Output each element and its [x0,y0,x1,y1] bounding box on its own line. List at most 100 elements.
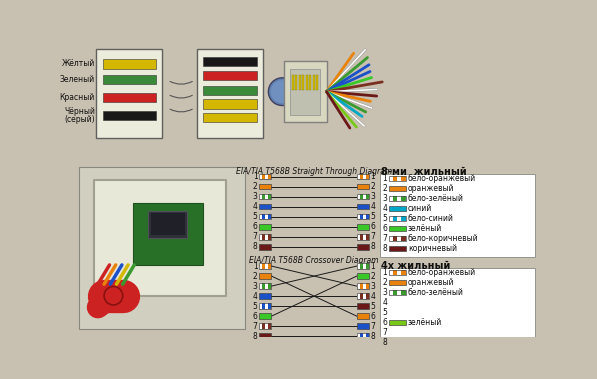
Text: бело-оранжевый: бело-оранжевый [408,268,476,277]
Text: зелёный: зелёный [408,224,442,233]
Text: 4: 4 [371,291,376,301]
Bar [259,263,272,269]
Bar [269,174,272,180]
Bar [295,75,297,90]
Bar [389,269,405,275]
Bar [393,269,397,275]
Text: EIA/TIA T568B Crossover Diagram: EIA/TIA T568B Crossover Diagram [250,257,379,265]
Text: 5: 5 [382,308,387,317]
Bar [357,184,369,190]
Bar [78,167,245,329]
Text: 5: 5 [253,212,257,221]
Bar [401,175,405,181]
Bar [259,313,272,319]
Bar [360,293,363,299]
Bar [357,224,369,230]
Bar [357,293,369,299]
Bar [389,290,405,295]
Bar [203,113,257,122]
Bar [262,304,265,309]
Bar [291,75,294,90]
Text: 2: 2 [382,184,387,193]
Bar [357,304,369,309]
Text: 3: 3 [371,282,376,291]
Bar [259,184,272,190]
Text: 4: 4 [382,204,387,213]
Bar [401,236,405,241]
Text: Зеленый: Зеленый [60,75,95,84]
Text: Красный: Красный [60,93,95,102]
Bar [259,234,272,240]
Bar [306,75,308,90]
Circle shape [269,78,296,105]
Bar [103,111,156,120]
Bar [269,304,272,309]
Bar [298,75,301,90]
Bar [357,174,369,180]
Bar [389,236,405,241]
Bar [357,334,369,339]
Bar [259,323,272,329]
Text: 1: 1 [382,174,387,183]
Text: 8: 8 [371,242,376,251]
Bar [366,194,369,199]
Bar [262,194,265,199]
Bar [366,234,369,240]
Text: 4: 4 [382,298,387,307]
Bar [389,216,405,221]
Bar [259,194,272,199]
Text: 3: 3 [382,194,387,203]
Text: 2: 2 [253,182,257,191]
Text: 6: 6 [382,224,387,233]
Bar [269,194,272,199]
Bar [389,175,405,181]
Bar [357,234,369,240]
Bar [103,75,156,84]
Text: Чёрный
(серый): Чёрный (серый) [64,107,95,124]
Bar [360,234,363,240]
Bar [366,214,369,219]
Bar [366,334,369,339]
Bar [389,196,405,201]
Text: 7: 7 [371,232,376,241]
Bar [302,75,304,90]
Bar [360,283,363,289]
Text: 1: 1 [371,172,376,181]
Text: 7: 7 [253,322,257,330]
Text: бело-коричневый: бело-коричневый [408,234,479,243]
Text: 3: 3 [253,282,257,291]
Bar [366,283,369,289]
Bar [133,203,202,265]
Bar [366,263,369,269]
Text: 4х жильный: 4х жильный [381,261,450,271]
Text: 2: 2 [371,182,376,191]
Text: оранжевый: оранжевый [408,278,454,287]
Text: 2: 2 [382,278,387,287]
Bar [389,196,405,201]
Bar [389,269,405,275]
Text: 6: 6 [253,222,257,231]
Bar [357,204,369,210]
Bar [259,273,272,279]
Bar [262,283,265,289]
Bar [389,175,405,181]
Text: бело-зелёный: бело-зелёный [408,194,464,203]
Text: 7: 7 [382,234,387,243]
Text: 5: 5 [371,302,376,311]
Bar [360,334,363,339]
Circle shape [270,80,294,103]
Text: 4: 4 [253,291,257,301]
Text: 1: 1 [382,268,387,277]
Text: бело-синий: бело-синий [408,214,454,223]
Bar [389,186,405,191]
Text: 6: 6 [371,312,376,321]
Bar [393,290,397,295]
Bar [203,99,257,109]
Bar [269,234,272,240]
Bar [357,214,369,219]
Bar [262,214,265,219]
Text: 7: 7 [382,328,387,337]
Bar [401,269,405,275]
Bar [203,86,257,95]
Bar [259,174,272,180]
